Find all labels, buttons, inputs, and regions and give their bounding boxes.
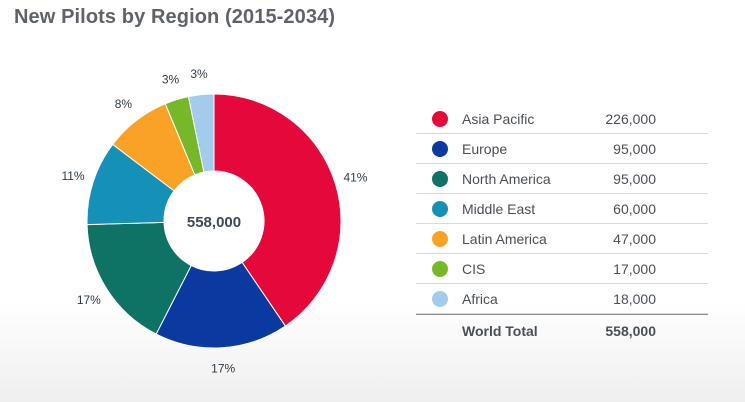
chart-title: New Pilots by Region (2015-2034) — [14, 6, 336, 28]
legend-swatch — [432, 111, 448, 127]
legend-row-middle-east: Middle East 60,000 — [416, 194, 708, 224]
legend-region-name: Latin America — [462, 231, 547, 247]
percent-label-middle-east: 11% — [61, 169, 84, 183]
total-value: 558,000 — [605, 323, 656, 339]
legend-row-asia-pacific: Asia Pacific 226,000 — [416, 104, 708, 134]
legend-region-value: 95,000 — [613, 141, 656, 157]
legend-swatch — [432, 231, 448, 247]
legend-row-north-america: North America 95,000 — [416, 164, 708, 194]
legend-row-europe: Europe 95,000 — [416, 134, 708, 164]
legend-swatch — [432, 141, 448, 157]
percent-label-latin-america: 8% — [115, 97, 133, 111]
legend-region-value: 95,000 — [613, 171, 656, 187]
legend-row-cis: CIS 17,000 — [416, 254, 708, 284]
center-total-label: 558,000 — [187, 214, 241, 231]
legend-row-latin-america: Latin America 47,000 — [416, 224, 708, 254]
legend-swatch — [432, 171, 448, 187]
slice-asia-pacific — [213, 93, 342, 327]
legend-region-value: 47,000 — [613, 231, 656, 247]
percent-label-cis: 3% — [162, 73, 180, 87]
percent-label-europe: 17% — [211, 362, 235, 376]
total-label: World Total — [462, 323, 538, 339]
slice-north-america — [86, 221, 192, 335]
percent-label-africa: 3% — [190, 67, 208, 81]
legend-region-name: Africa — [462, 291, 498, 307]
legend-region-name: Middle East — [462, 201, 536, 217]
legend-total-row: World Total 558,000 — [416, 314, 708, 345]
legend-region-value: 18,000 — [613, 291, 656, 307]
legend-region-name: CIS — [462, 261, 486, 277]
slice-africa — [187, 93, 215, 173]
legend-swatch — [432, 291, 448, 307]
legend-row-africa: Africa 18,000 — [416, 284, 708, 314]
legend-region-value: 226,000 — [605, 111, 656, 127]
percent-label-asia-pacific: 41% — [343, 170, 367, 184]
legend-region-name: Europe — [462, 141, 508, 157]
legend-region-value: 17,000 — [613, 261, 656, 277]
legend-region-name: North America — [462, 171, 551, 187]
slice-europe — [155, 261, 287, 349]
legend-table: Asia Pacific 226,000 Europe 95,000 North Ame… — [416, 104, 708, 345]
legend-region-name: Asia Pacific — [462, 111, 535, 127]
percent-label-north-america: 17% — [77, 293, 101, 307]
legend-swatch — [432, 201, 448, 217]
legend-region-value: 60,000 — [613, 201, 656, 217]
legend-swatch — [432, 261, 448, 277]
